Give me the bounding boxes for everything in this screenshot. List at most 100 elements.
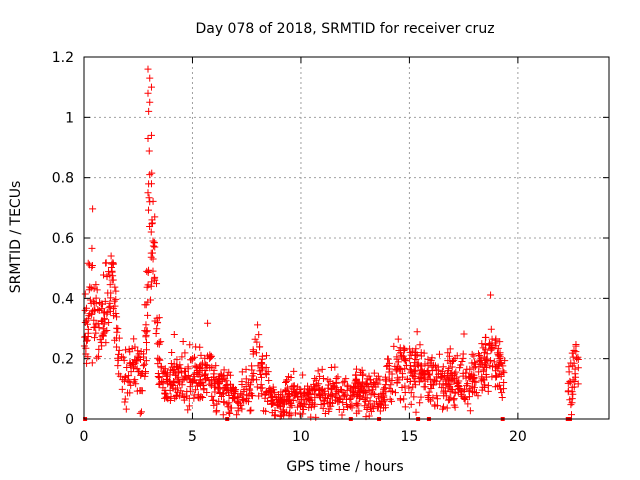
data-point [144, 134, 152, 142]
data-point [470, 378, 478, 386]
data-point [410, 393, 418, 401]
data-point [255, 331, 263, 339]
data-point [387, 387, 395, 395]
data-point [91, 334, 99, 342]
data-point [228, 394, 236, 402]
data-point [90, 316, 98, 324]
data-point [184, 406, 192, 414]
data-point [133, 387, 141, 395]
data-point [343, 381, 351, 389]
data-point [483, 355, 491, 363]
data-point [147, 83, 155, 91]
data-point [178, 381, 186, 389]
data-point [346, 386, 354, 394]
data-point [153, 325, 161, 333]
data-point [445, 352, 453, 360]
data-point [354, 391, 362, 399]
data-point [181, 367, 189, 375]
data-point [467, 373, 475, 381]
data-point [319, 404, 327, 412]
x-tick-label: 20 [509, 429, 527, 445]
data-point [112, 295, 120, 303]
data-point [155, 314, 163, 322]
data-point [146, 98, 154, 106]
data-point [111, 283, 119, 291]
data-point [218, 376, 226, 384]
data-point [98, 332, 106, 340]
data-point [444, 349, 452, 357]
data-point [86, 283, 94, 291]
data-point [108, 276, 116, 284]
data-point [335, 405, 343, 413]
data-point [196, 343, 204, 351]
data-point [451, 388, 459, 396]
data-point [449, 371, 457, 379]
data-point [270, 398, 278, 406]
data-point [471, 359, 479, 367]
data-point [215, 372, 223, 380]
data-point [113, 324, 121, 332]
data-point [86, 296, 94, 304]
data-point [147, 180, 155, 188]
data-point [291, 409, 299, 417]
data-point [354, 379, 362, 387]
data-point [254, 362, 262, 370]
data-point [284, 384, 292, 392]
data-point [368, 386, 376, 394]
data-point [314, 367, 322, 375]
data-point [574, 353, 582, 361]
data-point [174, 377, 182, 385]
data-point [466, 407, 474, 415]
data-point [401, 356, 409, 364]
data-point [412, 366, 420, 374]
data-point [253, 338, 261, 346]
data-point [400, 395, 408, 403]
data-point [178, 353, 186, 361]
data-point [130, 335, 138, 343]
data-point [143, 346, 151, 354]
data-point [565, 368, 573, 376]
data-point [313, 381, 321, 389]
data-point [115, 346, 123, 354]
data-point [154, 370, 162, 378]
data-point [393, 355, 401, 363]
data-point [312, 376, 320, 384]
data-point [359, 371, 366, 379]
data-point [92, 281, 100, 289]
data-point [573, 354, 581, 362]
data-point [365, 412, 373, 420]
data-point [103, 310, 111, 318]
data-point [214, 378, 222, 386]
data-point [487, 325, 495, 333]
data-point [377, 401, 385, 409]
data-point [418, 367, 426, 375]
data-point [492, 336, 500, 344]
data-point [428, 367, 436, 375]
data-point [369, 383, 377, 391]
data-point [359, 387, 367, 395]
grid-layer [84, 57, 609, 419]
data-point [435, 350, 443, 358]
data-point [219, 411, 227, 419]
data-point [168, 348, 176, 356]
data-point [348, 401, 356, 409]
data-point [446, 388, 454, 396]
data-point [375, 394, 383, 402]
data-point [291, 389, 299, 397]
data-point [258, 384, 266, 392]
data-point [87, 284, 95, 292]
data-point [247, 381, 255, 389]
data-point [416, 341, 424, 349]
data-point [460, 395, 468, 403]
data-point [500, 369, 508, 377]
data-point [445, 364, 453, 372]
data-point [138, 408, 146, 416]
data-point [185, 402, 193, 410]
chart-title: Day 078 of 2018, SRMTID for receiver cru… [195, 21, 494, 37]
y-tick-label: 0.2 [52, 352, 74, 368]
data-point [571, 377, 579, 385]
data-point [566, 396, 574, 404]
data-point [433, 395, 441, 403]
data-point [267, 387, 275, 395]
data-point [103, 272, 111, 280]
